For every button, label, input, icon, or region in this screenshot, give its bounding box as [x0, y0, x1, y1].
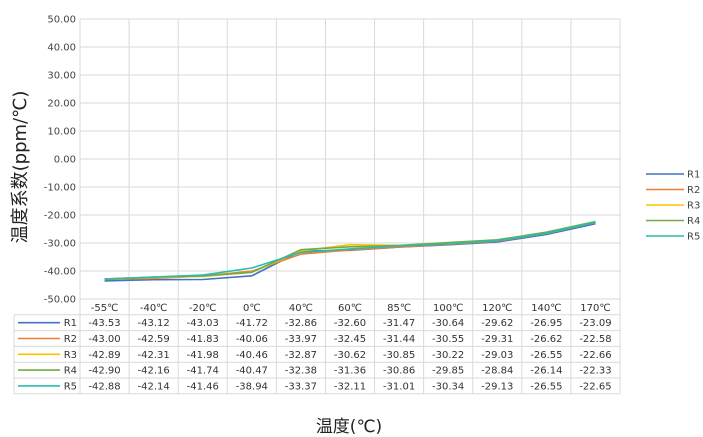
table-cell: -40.06	[236, 334, 268, 345]
y-axis-title: 温度系数(ppm/℃)	[10, 91, 31, 244]
table-cell: -22.66	[579, 350, 611, 361]
table-cell: -32.38	[285, 366, 317, 377]
legend-entry: R4	[687, 216, 700, 227]
legend: R1 R2 R3 R4 R5	[646, 170, 700, 243]
table-cell: -43.53	[88, 318, 120, 329]
series-line-r5	[104, 221, 596, 280]
y-tick-label: 0.00	[54, 155, 76, 166]
y-tick-label: -40.00	[44, 267, 76, 278]
table-row-name: R1	[64, 318, 77, 329]
y-tick-label: 20.00	[47, 99, 76, 110]
table-cell: -42.16	[138, 366, 170, 377]
series-lines	[104, 220, 596, 282]
table-cell: -29.13	[481, 381, 513, 392]
table-cell: -26.55	[530, 350, 562, 361]
x-tick-label: 0℃	[243, 303, 261, 314]
table-cell: -30.22	[432, 350, 464, 361]
table-cell: -22.58	[579, 334, 611, 345]
x-tick-label: -55℃	[91, 303, 119, 314]
table-cell: -29.62	[481, 318, 513, 329]
table-cell: -32.11	[334, 381, 366, 392]
table-cell: -43.03	[187, 318, 219, 329]
x-tick-label: -20℃	[189, 303, 217, 314]
data-table: -55℃ -40℃ -20℃ 0℃ 40℃ 60℃ 85℃ 100℃ 120℃ 140℃ 170℃ R…	[13, 298, 620, 395]
table-cell: -30.62	[334, 350, 366, 361]
table-cell: -42.31	[138, 350, 170, 361]
table-cell: -31.01	[383, 381, 415, 392]
table-cell: -42.59	[138, 334, 170, 345]
table-cell: -41.72	[236, 318, 268, 329]
table-cell: -29.31	[481, 334, 513, 345]
y-tick-label: -30.00	[44, 239, 76, 250]
table-row-name: R5	[64, 381, 77, 392]
table-cell: -32.87	[285, 350, 317, 361]
table-cell: -43.12	[138, 318, 170, 329]
table-cell: -41.83	[187, 334, 219, 345]
table-cell: -41.74	[187, 366, 219, 377]
x-tick-label: 120℃	[482, 303, 512, 314]
table-row-name: R2	[64, 334, 77, 345]
table-cell: -22.65	[579, 381, 611, 392]
y-tick-label: 10.00	[47, 127, 76, 138]
legend-entry: R1	[687, 170, 700, 181]
table-cell: -23.09	[579, 318, 611, 329]
y-tick-label: -20.00	[44, 211, 76, 222]
table-cell: -32.60	[334, 318, 366, 329]
table-cell: -30.86	[383, 366, 415, 377]
legend-entry: R5	[687, 232, 700, 243]
table-row-name: R4	[64, 366, 77, 377]
table-cell: -41.46	[187, 381, 219, 392]
y-axis-ticks: 50.00 40.00 30.00 20.00 10.00 0.00 -10.00 -20.0…	[44, 15, 76, 306]
table-cell: -29.03	[481, 350, 513, 361]
x-tick-label: 170℃	[580, 303, 610, 314]
x-tick-label: 85℃	[387, 303, 411, 314]
table-cell: -22.33	[579, 366, 611, 377]
table-row-name: R3	[64, 350, 77, 361]
table-cell: -30.85	[383, 350, 415, 361]
table-cell: -40.46	[236, 350, 268, 361]
legend-entry: R2	[687, 185, 700, 196]
y-tick-label: 50.00	[47, 15, 76, 26]
x-tick-label: -40℃	[140, 303, 168, 314]
table-cell: -33.97	[285, 334, 317, 345]
table-cell: -26.14	[530, 366, 562, 377]
x-tick-label: 100℃	[433, 303, 463, 314]
x-tick-label: 40℃	[289, 303, 313, 314]
table-cell: -41.98	[187, 350, 219, 361]
table-cell: -42.90	[88, 366, 120, 377]
x-axis-title: 温度(℃)	[316, 417, 382, 437]
table-cell: -30.64	[432, 318, 464, 329]
table-cell: -42.89	[88, 350, 120, 361]
table-cell: -38.94	[236, 381, 268, 392]
table-cell: -28.84	[481, 366, 513, 377]
table-cell: -30.55	[432, 334, 464, 345]
y-tick-label: 30.00	[47, 71, 76, 82]
y-tick-label: -10.00	[44, 183, 76, 194]
table-cell: -26.95	[530, 318, 562, 329]
table-cell: -42.14	[138, 381, 170, 392]
legend-entry: R3	[687, 201, 700, 212]
table-cell: -42.88	[88, 381, 120, 392]
x-tick-label: 60℃	[338, 303, 362, 314]
table-cell: -33.37	[285, 381, 317, 392]
table-cell: -43.00	[88, 334, 120, 345]
table-cell: -26.55	[530, 381, 562, 392]
table-cell: -26.62	[530, 334, 562, 345]
table-cell: -40.47	[236, 366, 268, 377]
table-cell: -31.36	[334, 366, 366, 377]
table-cell: -32.86	[285, 318, 317, 329]
table-cell: -31.47	[383, 318, 415, 329]
table-cell: -32.45	[334, 334, 366, 345]
table-cell: -31.44	[383, 334, 415, 345]
table-cell: -30.34	[432, 381, 464, 392]
y-tick-label: 40.00	[47, 43, 76, 54]
table-cell: -29.85	[432, 366, 464, 377]
y-tick-label: -50.00	[44, 295, 76, 306]
x-tick-label: 140℃	[531, 303, 561, 314]
